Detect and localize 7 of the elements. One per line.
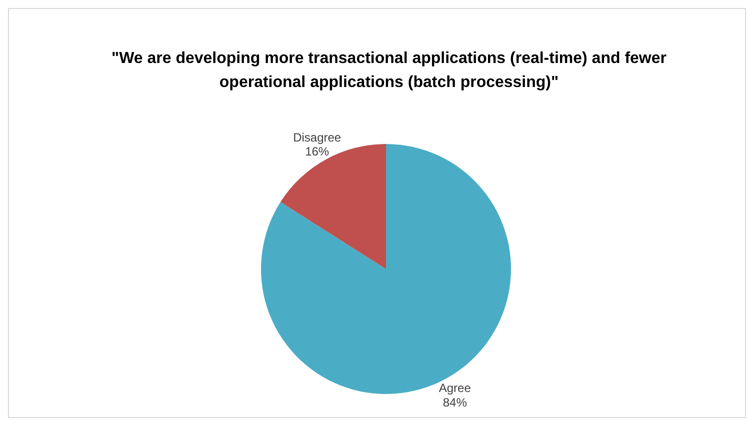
data-label: 84%: [442, 395, 468, 410]
slice-label: Agree: [438, 380, 472, 395]
pie-slice: [261, 144, 511, 394]
pie-slice: [280, 144, 386, 269]
data-label: 16%: [305, 144, 330, 159]
slice-label: Disagree: [293, 130, 342, 144]
chart-title: "We are developing more transactional applications (real-time) and fewer operational applications (batch processing)": [110, 49, 668, 93]
